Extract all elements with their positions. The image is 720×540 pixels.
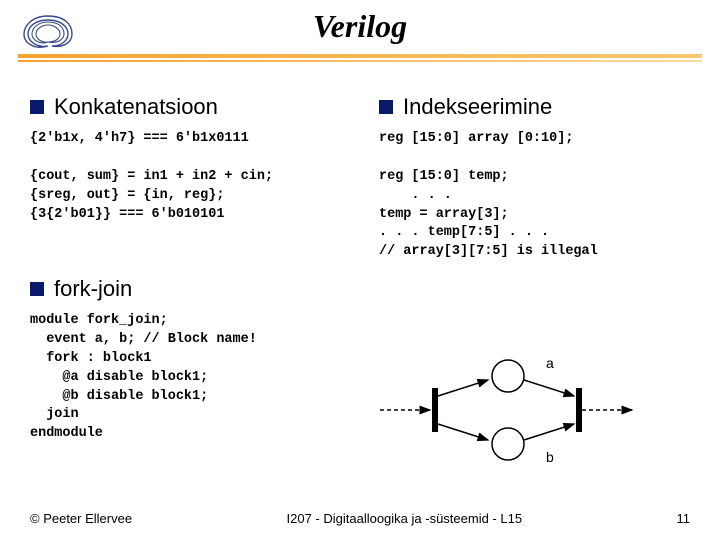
concat-code: {2'b1x, 4'h7} === 6'b1x0111 {cout, sum} …: [30, 130, 349, 224]
index-code: reg [15:0] array [0:10]; reg [15:0] temp…: [379, 130, 698, 262]
concat-heading-label: Konkatenatsioon: [54, 94, 218, 120]
left-column: Konkatenatsioon {2'b1x, 4'h7} === 6'b1x0…: [30, 94, 349, 262]
footer-course: I207 - Digitaalloogika ja -süsteemid - L…: [132, 511, 676, 526]
footer-page: 11: [677, 511, 691, 526]
footer: © Peeter Ellervee I207 - Digitaalloogika…: [30, 511, 690, 526]
index-heading-label: Indekseerimine: [403, 94, 552, 120]
bullet-icon: [30, 100, 44, 114]
forkjoin-heading-label: fork-join: [54, 276, 132, 302]
right-column: Indekseerimine reg [15:0] array [0:10]; …: [379, 94, 698, 262]
bullet-icon: [379, 100, 393, 114]
concat-heading: Konkatenatsioon: [30, 94, 349, 120]
slide-title: Verilog: [0, 8, 720, 45]
forkjoin-diagram: a b: [380, 350, 680, 470]
title-underline: [18, 54, 702, 62]
forkjoin-code: module fork_join; event a, b; // Block n…: [30, 312, 257, 444]
diagram-label-b: b: [546, 449, 554, 465]
content-columns: Konkatenatsioon {2'b1x, 4'h7} === 6'b1x0…: [30, 94, 698, 262]
bullet-icon: [30, 282, 44, 296]
forkjoin-heading: fork-join: [30, 276, 132, 302]
index-heading: Indekseerimine: [379, 94, 698, 120]
diagram-label-a: a: [546, 355, 554, 371]
footer-copyright: © Peeter Ellervee: [30, 511, 132, 526]
